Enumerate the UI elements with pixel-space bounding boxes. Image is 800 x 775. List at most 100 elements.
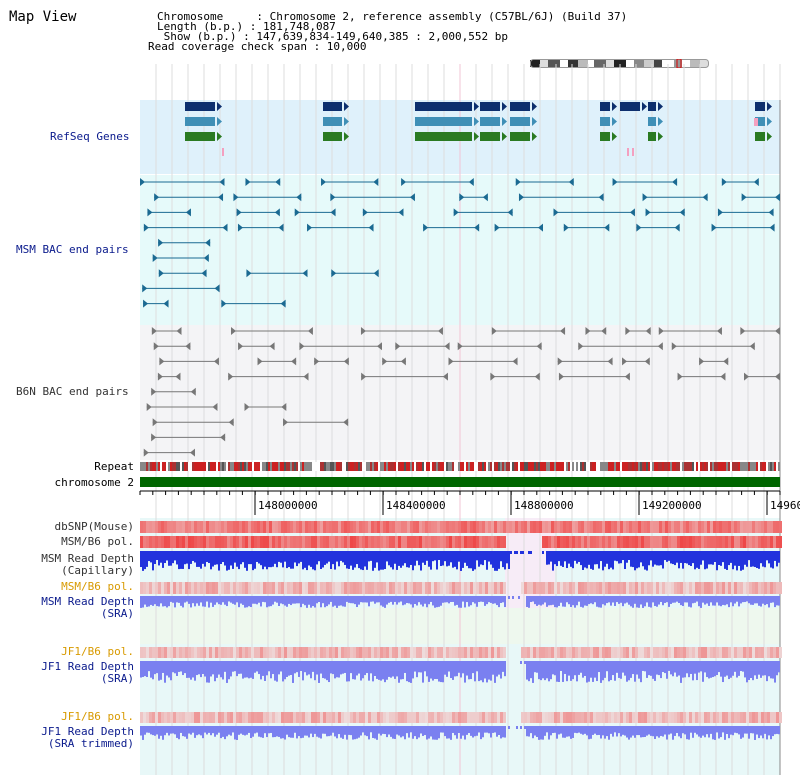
jf1-b6-pol-2-cell (293, 712, 296, 723)
dbsnp-cell (185, 521, 188, 533)
jf1-depth-sra-bar (452, 661, 454, 680)
jf1-depth-trim-bar (528, 726, 530, 737)
msm-depth-cap-bar (546, 551, 548, 565)
msm-depth-sra-bar (672, 596, 674, 603)
msm-depth-sra-bar (494, 596, 496, 604)
jf1-b6-pol-cell (560, 647, 563, 658)
dbsnp-cell (506, 521, 509, 533)
msm-depth-sra-bar (536, 596, 538, 606)
b6n-bac-pair-end (343, 357, 349, 366)
b6n-bac-pair-end (159, 357, 165, 366)
msm-depth-cap-bar (680, 551, 682, 563)
msm-depth-sra-bar (534, 596, 536, 605)
jf1-b6-pol-2-cell (545, 712, 548, 723)
b6n-bac-pair-end (190, 448, 196, 457)
msm-depth-cap-bar (184, 551, 186, 565)
msm-depth-cap-bar (272, 551, 274, 567)
msm-b6-pol-2-cell (503, 582, 506, 594)
jf1-depth-sra-bar (160, 661, 162, 680)
msm-depth-cap-bar (422, 551, 424, 563)
repeat-feature (538, 462, 540, 471)
jf1-b6-pol-2-cell (449, 712, 452, 723)
jf1-b6-pol-2-cell (236, 712, 239, 723)
dbsnp-cell (140, 521, 143, 533)
msm-b6-pol-cell (437, 536, 440, 548)
jf1-depth-trim-bar (612, 726, 614, 737)
jf1-depth-trim-bar (438, 726, 440, 739)
msm-b6-pol-cell (578, 536, 581, 548)
dbsnp-cell (218, 521, 221, 533)
jf1-depth-trim-bar (474, 726, 476, 737)
jf1-depth-trim-bar (562, 726, 564, 738)
jf1-depth-sra-bar (402, 661, 404, 680)
msm-depth-cap-bar (204, 551, 206, 567)
jf1-depth-sra-bar (502, 661, 504, 672)
repeat-feature (324, 462, 326, 471)
gene-arrow (612, 132, 617, 141)
jf1-depth-sra-bar (776, 661, 778, 676)
chromosome-ideogram[interactable] (530, 53, 710, 69)
dbsnp-cell (179, 521, 182, 533)
jf1-b6-pol-2-cell (404, 712, 407, 723)
jf1-b6-pol-cell (497, 647, 500, 658)
jf1-b6-pol-cell (416, 647, 419, 658)
jf1-depth-sra-bar (326, 661, 328, 681)
jf1-depth-trim-bar (690, 726, 692, 733)
msm-depth-cap-bar (682, 551, 684, 569)
msm-b6-pol-cell (407, 536, 410, 548)
msm-b6-pol-2-cell (455, 582, 458, 594)
msm-b6-pol-cell (302, 536, 305, 548)
jf1-b6-pol-cell (380, 647, 383, 658)
jf1-b6-pol-2-cell (698, 712, 701, 723)
msm-depth-sra-bar (628, 596, 630, 605)
jf1-b6-pol-cell (362, 647, 365, 658)
msm-depth-cap-bar (676, 551, 678, 563)
jf1-b6-pol-cell (407, 647, 410, 658)
jf1-depth-sra-bar (154, 661, 156, 675)
dbsnp-cell (635, 521, 638, 533)
msm-depth-cap-bar (398, 551, 400, 566)
dbsnp-cell (251, 521, 254, 533)
msm-depth-cap-bar (336, 551, 338, 562)
dbsnp-cell (464, 521, 467, 533)
msm-b6-pol-cell (734, 536, 737, 548)
msm-b6-pol-cell (293, 536, 296, 548)
msm-depth-sra-bar (554, 596, 556, 608)
gene-feature (480, 117, 500, 126)
msm-depth-sra-bar (172, 596, 174, 603)
msm-bac-pair-end (185, 208, 191, 217)
msm-depth-sra-bar (758, 596, 760, 606)
msm-b6-pol-cell (197, 536, 200, 548)
jf1-b6-pol-2-cell (410, 712, 413, 723)
msm-depth-sra-bar (560, 596, 562, 603)
repeat-feature (716, 462, 718, 471)
jf1-depth-trim-bar (520, 726, 522, 729)
jf1-b6-pol-cell (164, 647, 167, 658)
msm-b6-pol-cell (548, 536, 551, 548)
msm-depth-cap-bar (744, 551, 746, 565)
msm-depth-sra-bar (532, 596, 534, 602)
jf1-depth-trim-bar (402, 726, 404, 737)
repeat-feature (764, 462, 766, 471)
jf1-depth-sra-bar (264, 661, 266, 681)
jf1-depth-sra-bar (734, 661, 736, 672)
repeat-feature (404, 462, 406, 471)
repeat-feature (308, 462, 310, 471)
msm-depth-cap-bar (408, 551, 410, 568)
jf1-b6-pol-cell (179, 647, 182, 658)
repeat-feature (238, 462, 240, 471)
msm-depth-cap-bar (296, 551, 298, 567)
gene-feature (600, 117, 610, 126)
jf1-depth-trim-bar (226, 726, 228, 737)
b6n-bac-pair-end (657, 342, 663, 351)
jf1-depth-sra-bar (380, 661, 382, 681)
jf1-b6-pol-cell (404, 647, 407, 658)
repeat-feature (412, 462, 414, 471)
repeat-feature (156, 462, 158, 471)
repeat-feature (688, 462, 690, 471)
jf1-depth-sra-bar (608, 661, 610, 682)
jf1-depth-sra-bar (278, 661, 280, 675)
jf1-depth-trim-bar (288, 726, 290, 738)
jf1-depth-trim-bar (346, 726, 348, 740)
